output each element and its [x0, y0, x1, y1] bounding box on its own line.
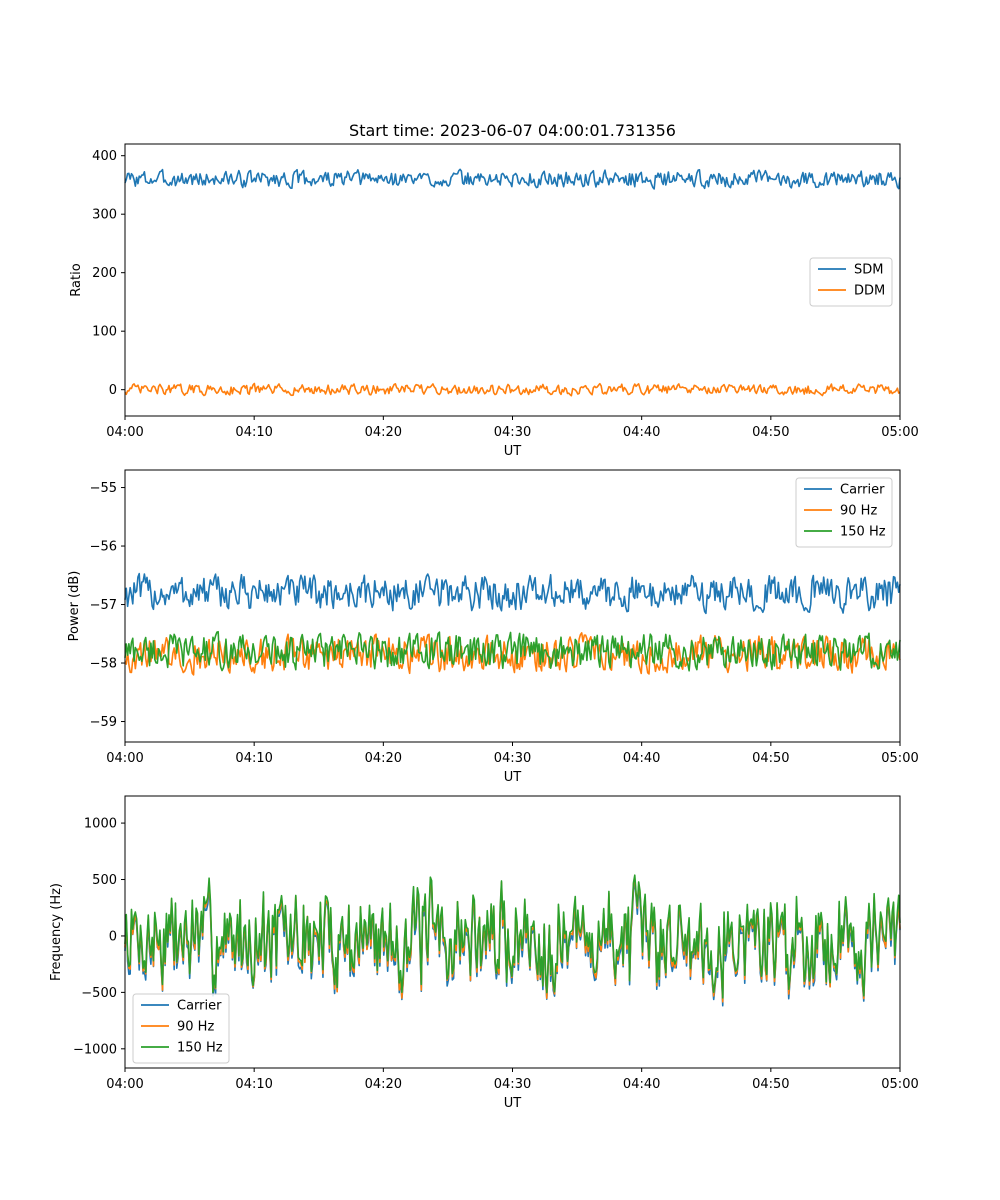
legend: Carrier 90 Hz 150 Hz: [795, 477, 893, 548]
y-tick-label: 100: [92, 325, 117, 340]
y-tick-label: −57: [90, 598, 117, 613]
x-tick-label: 04:50: [752, 751, 789, 766]
x-tick-label: 05:00: [881, 425, 918, 440]
series-line-150-hz: [124, 630, 901, 672]
series-line-90-hz: [124, 632, 901, 676]
x-axis-label: UT: [504, 444, 522, 459]
series-line-carrier: [124, 572, 901, 615]
y-tick-label: −55: [90, 481, 117, 496]
x-tick-label: 04:50: [752, 425, 789, 440]
legend: Carrier 90 Hz 150 Hz: [132, 993, 230, 1064]
legend-box: [795, 477, 893, 548]
y-tick-label: −58: [90, 657, 117, 672]
x-tick-label: 04:40: [623, 425, 660, 440]
x-axis-label: UT: [504, 770, 522, 785]
y-tick-label: −59: [90, 715, 117, 730]
x-tick-label: 04:40: [623, 751, 660, 766]
x-tick-label: 04:10: [235, 425, 272, 440]
y-tick-label: 0: [109, 383, 117, 398]
x-tick-label: 04:10: [235, 751, 272, 766]
x-tick-label: 04:10: [235, 1077, 272, 1092]
x-tick-label: 04:20: [365, 1077, 402, 1092]
x-tick-label: 04:00: [106, 1077, 143, 1092]
y-axis-label: Ratio: [69, 263, 84, 296]
legend-label: Carrier: [177, 999, 222, 1014]
legend-label: 150 Hz: [177, 1041, 223, 1056]
x-tick-label: 04:30: [494, 1077, 531, 1092]
y-tick-label: 400: [92, 149, 117, 164]
series-line-150-hz: [124, 874, 901, 999]
y-axis-label: Frequency (Hz): [49, 883, 64, 981]
y-tick-label: 500: [92, 873, 117, 888]
x-tick-label: 05:00: [881, 751, 918, 766]
x-tick-label: 04:00: [106, 425, 143, 440]
chart-panel-2: 04:00 04:10 04:20 04:30 04:40 04:50 05:00 −59 −5…: [67, 469, 919, 785]
legend-label: 150 Hz: [840, 525, 886, 540]
y-tick-label: −56: [90, 540, 117, 555]
x-tick-label: 04:20: [365, 751, 402, 766]
y-axis-label: Power (dB): [67, 571, 82, 642]
series-line-sdm: [124, 168, 901, 190]
x-tick-label: 04:40: [623, 1077, 660, 1092]
y-tick-label: 0: [109, 929, 117, 944]
legend-label: DDM: [854, 284, 885, 299]
axes-frame: [124, 469, 901, 743]
legend-label: 90 Hz: [177, 1020, 214, 1035]
chart-panel-3: 04:00 04:10 04:20 04:30 04:40 04:50 05:00 −1000…: [49, 795, 919, 1111]
y-tick-label: −1000: [73, 1042, 117, 1057]
legend-box: [809, 257, 893, 307]
x-tick-label: 04:30: [494, 751, 531, 766]
series-line-ddm: [124, 382, 901, 397]
x-tick-label: 04:30: [494, 425, 531, 440]
x-tick-label: 04:20: [365, 425, 402, 440]
y-tick-label: 300: [92, 208, 117, 223]
x-tick-label: 04:50: [752, 1077, 789, 1092]
legend: SDM DDM: [809, 257, 893, 307]
x-tick-label: 05:00: [881, 1077, 918, 1092]
legend-label: Carrier: [840, 483, 885, 498]
x-tick-label: 04:00: [106, 751, 143, 766]
legend-label: SDM: [854, 263, 883, 278]
legend-box: [132, 993, 230, 1064]
y-tick-label: 1000: [84, 817, 117, 832]
x-axis-label: UT: [504, 1096, 522, 1111]
legend-label: 90 Hz: [840, 504, 877, 519]
chart-title: Start time: 2023-06-07 04:00:01.731356: [349, 121, 676, 140]
chart-panel-1: 04:00 04:10 04:20 04:30 04:40 04:50 05:00 0 100 2…: [69, 143, 919, 459]
y-tick-label: −500: [81, 986, 117, 1001]
y-tick-label: 200: [92, 266, 117, 281]
